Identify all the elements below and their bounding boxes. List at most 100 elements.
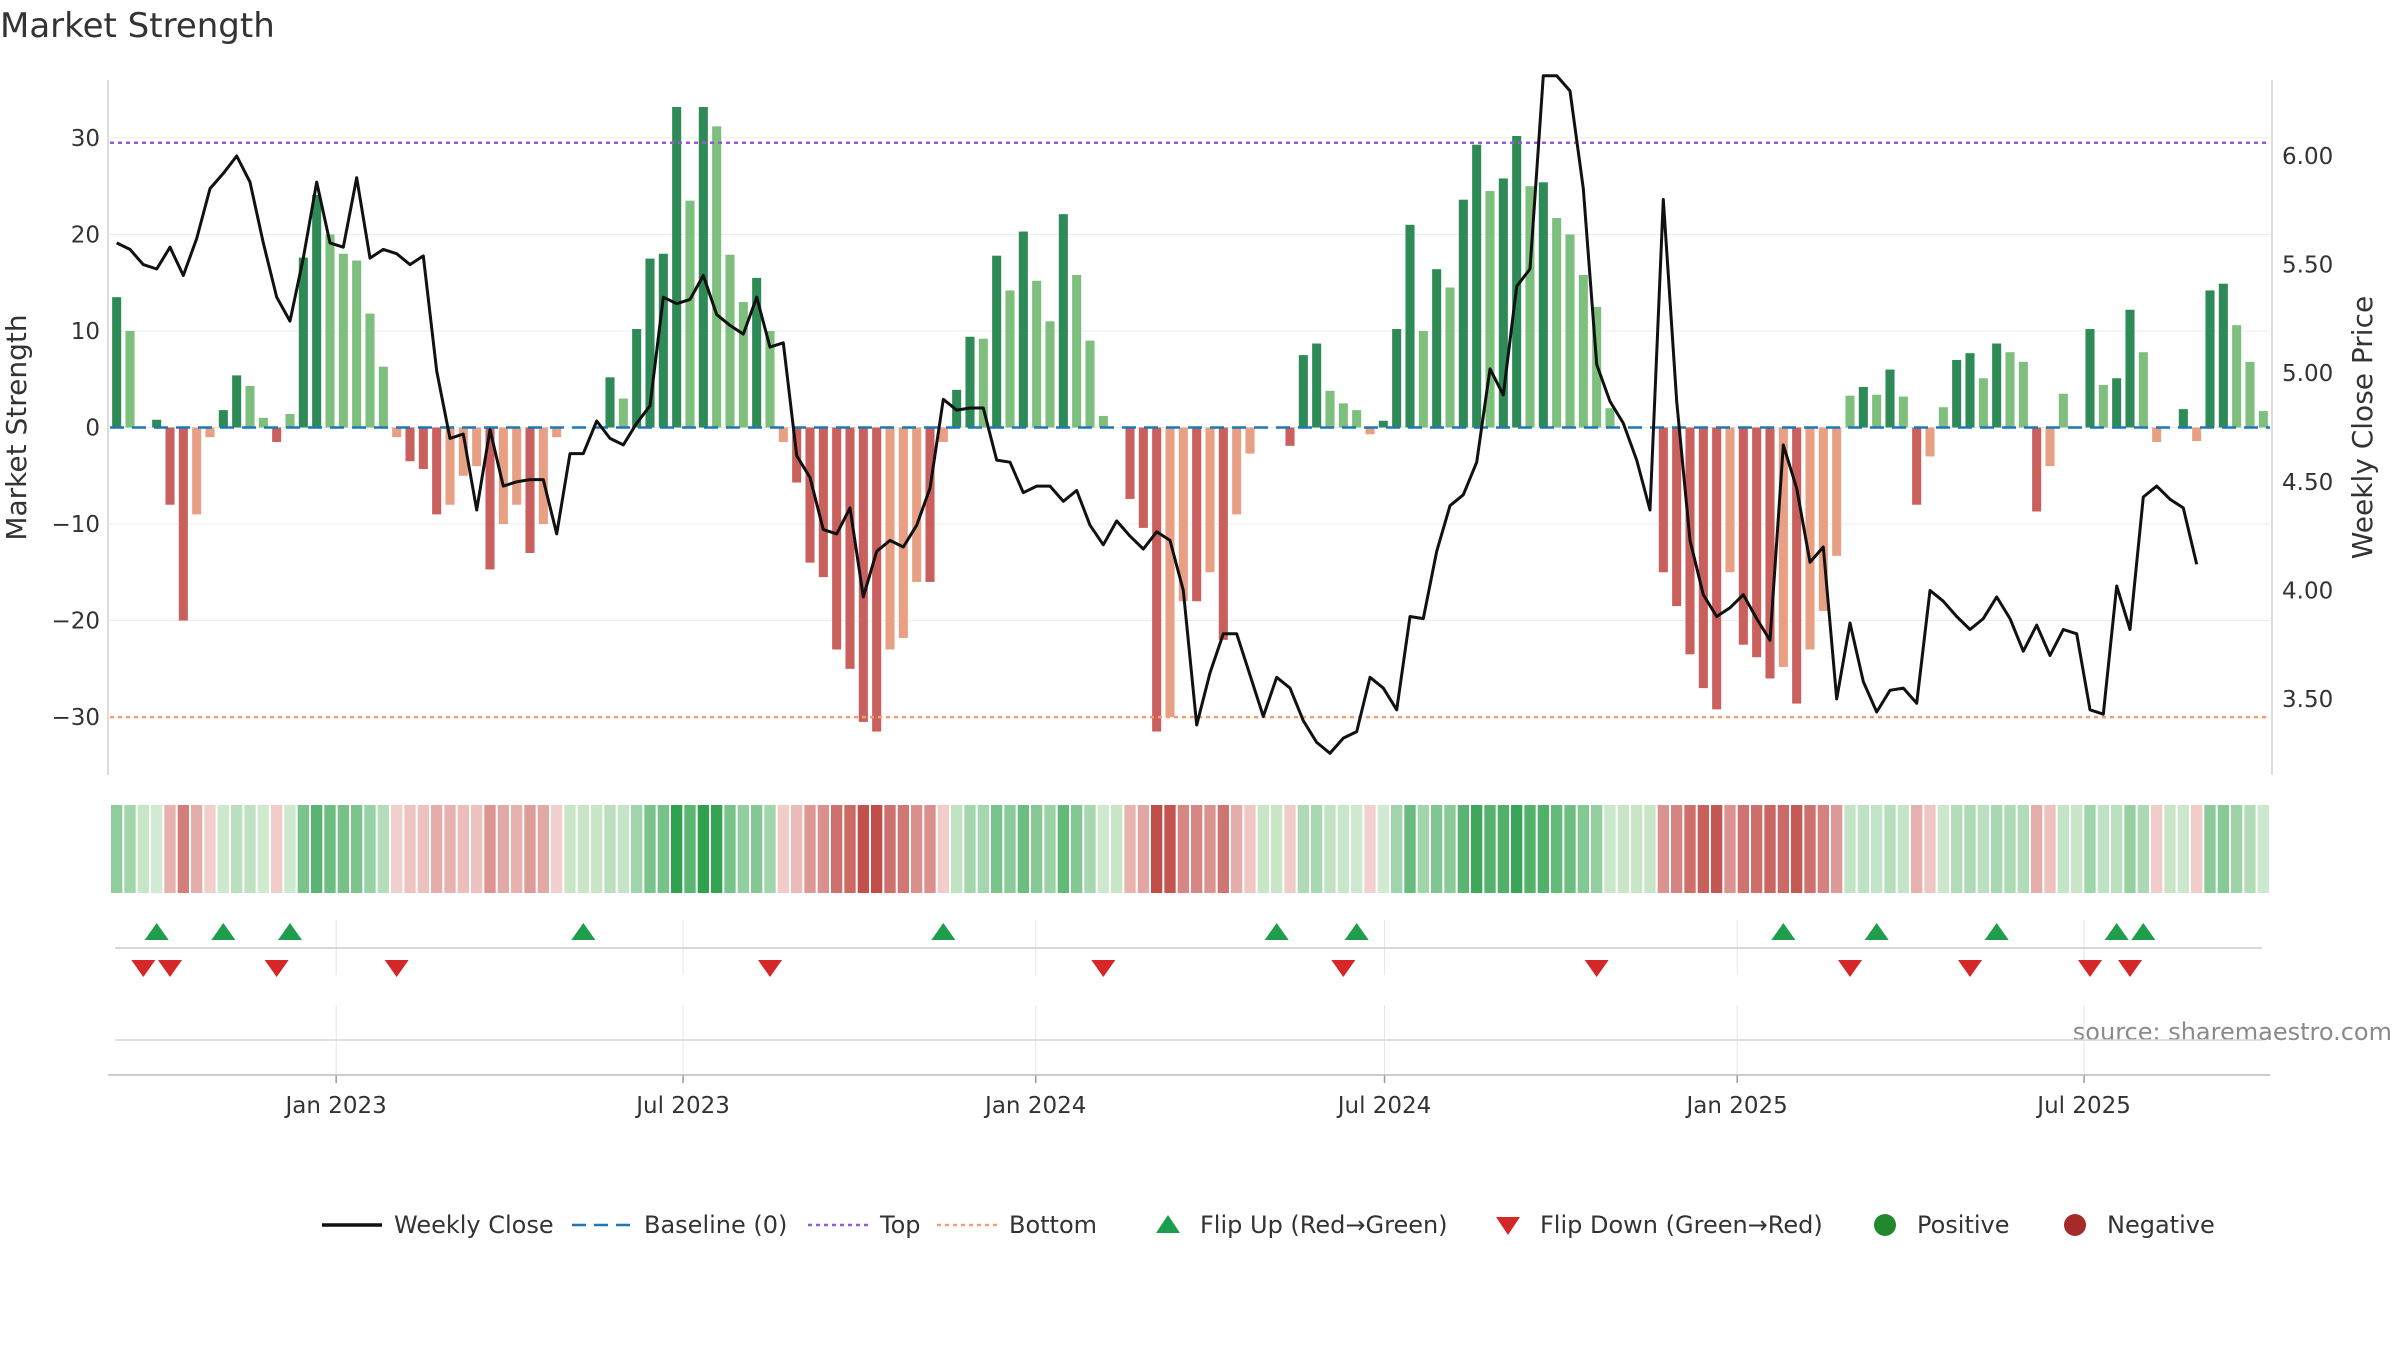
heat-cell bbox=[1617, 805, 1629, 893]
flip-up-marker bbox=[1984, 923, 2009, 940]
heat-cell bbox=[124, 805, 136, 893]
strength-bar bbox=[2245, 361, 2255, 428]
heat-cell bbox=[1991, 805, 2003, 893]
legend-swatch-flip-down bbox=[1496, 1217, 1520, 1235]
heat-cell bbox=[711, 805, 723, 893]
strength-bar bbox=[325, 234, 335, 428]
strength-bar bbox=[1872, 394, 1882, 428]
strength-bar bbox=[1978, 378, 1988, 428]
y-tick-left: −30 bbox=[51, 705, 100, 731]
flip-up-marker bbox=[931, 923, 956, 940]
legend-label: Positive bbox=[1917, 1211, 2010, 1239]
strength-bar bbox=[2138, 352, 2148, 428]
strength-bar bbox=[2258, 411, 2268, 428]
flip-up-marker bbox=[1264, 923, 1289, 940]
heat-cell bbox=[1004, 805, 1016, 893]
heat-cell bbox=[1937, 805, 1949, 893]
heat-cell bbox=[1791, 805, 1803, 893]
flip-up-marker bbox=[1864, 923, 1889, 940]
strength-bar bbox=[445, 427, 455, 505]
flip-down-marker bbox=[758, 960, 782, 977]
heat-cell bbox=[1151, 805, 1163, 893]
heat-cell bbox=[1084, 805, 1096, 893]
axes: 30 20 10 0 −10 −20 −30 6.00 5.50 5.00 4.50 4.00 3.50… bbox=[0, 80, 2379, 1119]
heat-cell bbox=[457, 805, 469, 893]
strength-bar bbox=[1045, 321, 1055, 428]
strength-bar bbox=[552, 427, 562, 438]
strength-bar bbox=[1405, 224, 1415, 428]
heat-cell bbox=[1884, 805, 1896, 893]
heat-cell bbox=[1484, 805, 1496, 893]
heat-cell bbox=[2031, 805, 2043, 893]
heat-cell bbox=[991, 805, 1003, 893]
heat-cell bbox=[1524, 805, 1536, 893]
strength-bar bbox=[2045, 427, 2055, 467]
heat-cell bbox=[884, 805, 896, 893]
strength-bars bbox=[112, 107, 2268, 732]
heat-cell bbox=[791, 805, 803, 893]
heat-cell bbox=[2111, 805, 2123, 893]
heat-cell bbox=[1951, 805, 1963, 893]
weekly-close-line bbox=[116, 74, 2199, 755]
strength-bar bbox=[1752, 427, 1762, 658]
strength-bar bbox=[898, 427, 908, 638]
heat-cell bbox=[497, 805, 509, 893]
strength-bar bbox=[1218, 427, 1228, 640]
strength-bar bbox=[765, 330, 775, 428]
strength-bar bbox=[258, 417, 268, 428]
strength-bar bbox=[1658, 427, 1668, 573]
heat-cell bbox=[1604, 805, 1616, 893]
strength-bar bbox=[805, 427, 815, 563]
heat-cell bbox=[924, 805, 936, 893]
heat-cell bbox=[1271, 805, 1283, 893]
strength-bar bbox=[1178, 427, 1188, 602]
heat-cell bbox=[844, 805, 856, 893]
heat-cell bbox=[1777, 805, 1789, 893]
heat-cell bbox=[617, 805, 629, 893]
x-tick-label: Jan 2024 bbox=[983, 1093, 1086, 1119]
heat-cell bbox=[351, 805, 363, 893]
strength-bar bbox=[1058, 214, 1068, 428]
flip-markers bbox=[108, 923, 2270, 1076]
strength-bar bbox=[1605, 408, 1615, 428]
heat-cell bbox=[1737, 805, 1749, 893]
strength-bar bbox=[1952, 359, 1962, 428]
heat-cell bbox=[2084, 805, 2096, 893]
heat-cell bbox=[1924, 805, 1936, 893]
heat-cell bbox=[2231, 805, 2243, 893]
legend-label: Flip Down (Green→Red) bbox=[1540, 1211, 1823, 1239]
heat-cell bbox=[1644, 805, 1656, 893]
strength-bar bbox=[632, 329, 642, 428]
heat-cell bbox=[191, 805, 203, 893]
strength-bar bbox=[1032, 280, 1042, 428]
y-tick-right: 4.50 bbox=[2282, 470, 2333, 496]
x-tick-label: Jul 2023 bbox=[634, 1093, 730, 1119]
strength-bar bbox=[1912, 427, 1922, 505]
y-tick-left: 30 bbox=[71, 126, 100, 152]
strength-bar bbox=[1192, 427, 1202, 602]
strength-bar bbox=[538, 427, 548, 525]
strength-bar bbox=[525, 427, 535, 553]
strength-bar bbox=[1525, 186, 1535, 428]
strength-bar bbox=[205, 427, 215, 438]
strength-bar bbox=[1285, 427, 1295, 446]
strength-bar bbox=[2005, 352, 2015, 428]
x-tick-label: Jul 2024 bbox=[1336, 1093, 1432, 1119]
strength-bar bbox=[1298, 355, 1308, 428]
strength-bar bbox=[1245, 427, 1255, 454]
heat-cell bbox=[391, 805, 403, 893]
strength-bar bbox=[1765, 427, 1775, 679]
strength-bar bbox=[1965, 353, 1975, 428]
heat-cell bbox=[111, 805, 123, 893]
strength-bar bbox=[1698, 427, 1708, 689]
strength-bar bbox=[2058, 393, 2068, 428]
heat-cell bbox=[857, 805, 869, 893]
strength-bar bbox=[1125, 427, 1135, 499]
heat-cell bbox=[2217, 805, 2229, 893]
heat-cell bbox=[911, 805, 923, 893]
heat-cell bbox=[1097, 805, 1109, 893]
heat-cell bbox=[2057, 805, 2069, 893]
heat-cell bbox=[1071, 805, 1083, 893]
heat-cell bbox=[204, 805, 216, 893]
